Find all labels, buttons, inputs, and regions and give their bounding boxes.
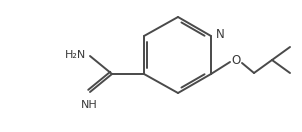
Text: NH: NH: [81, 100, 97, 110]
Text: H₂N: H₂N: [65, 50, 86, 60]
Text: O: O: [231, 53, 241, 67]
Text: N: N: [216, 29, 225, 41]
